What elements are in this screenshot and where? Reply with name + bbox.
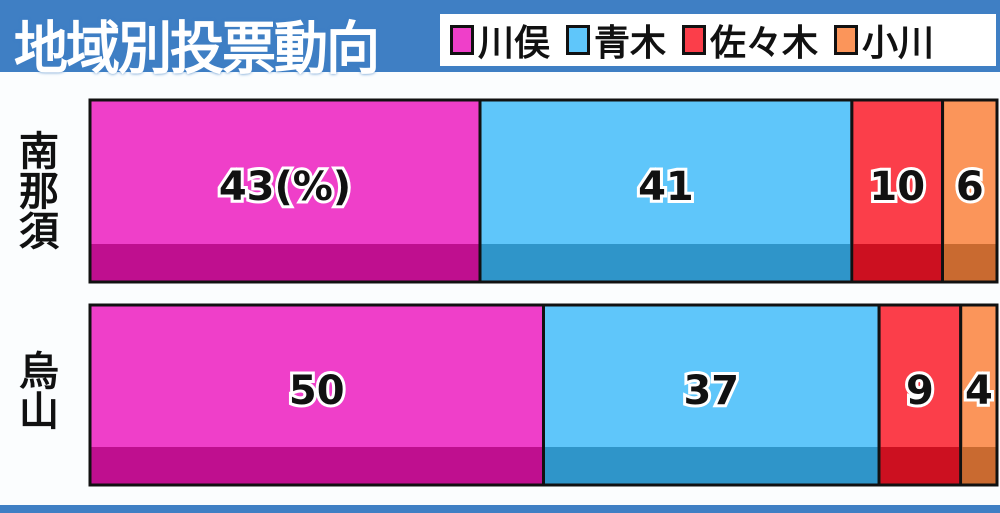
data-label: 41 [638, 164, 694, 210]
legend-swatch [682, 25, 707, 55]
bar-segment-shadow [962, 447, 996, 484]
bar-segment-shadow [880, 447, 960, 484]
bar-segment-shadow [481, 244, 851, 281]
bar-segment-shadow [545, 447, 878, 484]
bar-segment-shadow [944, 244, 996, 281]
data-label: 43(%) [219, 164, 351, 210]
chart-title: 地域別投票動向 [14, 15, 380, 82]
legend-label: 佐々木 [710, 23, 819, 64]
bar-segment-shadow [91, 244, 479, 281]
footer-band [0, 505, 1000, 513]
legend-swatch [566, 25, 591, 55]
legend-item: 小川 [834, 14, 934, 66]
legend-item: 佐々木 [682, 14, 818, 66]
data-label: 10 [869, 164, 925, 210]
legend-swatch [450, 25, 474, 55]
data-label: 6 [956, 164, 984, 210]
legend-label: 青木 [594, 23, 667, 64]
legend-swatch [834, 25, 859, 55]
legend-label: 川俣 [478, 23, 551, 64]
header-band: 地域別投票動向 川俣 青木 佐々木 小川 [0, 0, 1000, 82]
category-label: 南那須 [12, 130, 58, 250]
legend: 川俣 青木 佐々木 小川 [440, 14, 996, 66]
data-label: 50 [289, 368, 345, 414]
data-label: 9 [906, 368, 934, 414]
legend-item: 青木 [566, 14, 666, 66]
legend-item: 川俣 [450, 14, 550, 66]
bar-segment-shadow [853, 244, 942, 281]
data-label: 4 [965, 368, 993, 414]
data-label: 37 [683, 368, 739, 414]
legend-label: 小川 [862, 23, 935, 64]
bar-segment-shadow [91, 447, 542, 484]
category-label: 烏山 [12, 350, 58, 430]
